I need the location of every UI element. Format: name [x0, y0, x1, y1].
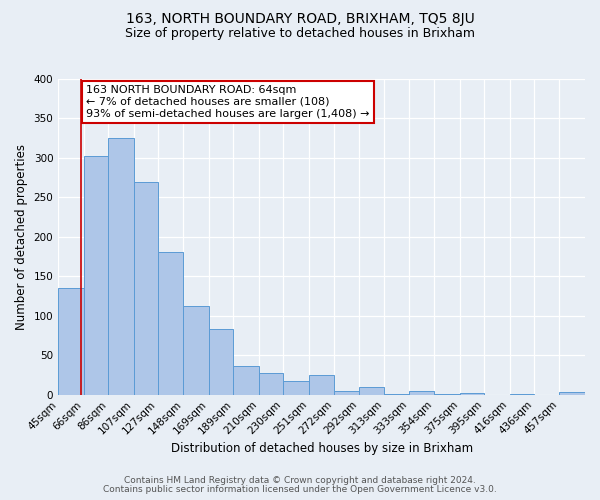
Text: 163, NORTH BOUNDARY ROAD, BRIXHAM, TQ5 8JU: 163, NORTH BOUNDARY ROAD, BRIXHAM, TQ5 8… [125, 12, 475, 26]
Bar [283, 382, 309, 394]
Bar [409, 391, 434, 394]
Bar [559, 392, 585, 394]
Bar [134, 182, 158, 394]
Bar [108, 138, 134, 394]
Bar [309, 375, 334, 394]
Bar [259, 374, 283, 394]
X-axis label: Distribution of detached houses by size in Brixham: Distribution of detached houses by size … [170, 442, 473, 455]
Text: Contains HM Land Registry data © Crown copyright and database right 2024.: Contains HM Land Registry data © Crown c… [124, 476, 476, 485]
Y-axis label: Number of detached properties: Number of detached properties [15, 144, 28, 330]
Bar [209, 329, 233, 394]
Bar [158, 252, 184, 394]
Bar [460, 393, 484, 394]
Text: Size of property relative to detached houses in Brixham: Size of property relative to detached ho… [125, 28, 475, 40]
Bar [359, 387, 384, 394]
Bar [84, 156, 108, 394]
Bar [233, 366, 259, 394]
Text: Contains public sector information licensed under the Open Government Licence v3: Contains public sector information licen… [103, 485, 497, 494]
Bar [184, 306, 209, 394]
Text: 163 NORTH BOUNDARY ROAD: 64sqm
← 7% of detached houses are smaller (108)
93% of : 163 NORTH BOUNDARY ROAD: 64sqm ← 7% of d… [86, 86, 370, 118]
Bar [334, 391, 359, 394]
Bar [58, 288, 84, 395]
